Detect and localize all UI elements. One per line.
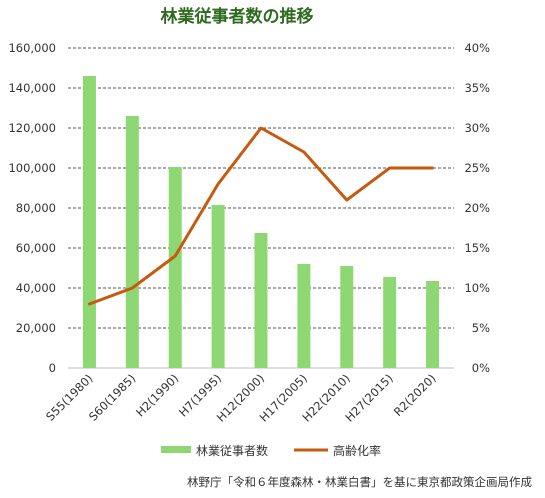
y-tick-left: 0: [49, 361, 56, 375]
bar: [383, 277, 397, 368]
y-tick-right: 35%: [464, 81, 490, 95]
y-tick-left: 80,000: [16, 201, 56, 215]
x-axis: S55(1980)S60(1985)H2(1990)H7(1995)H12(20…: [43, 371, 439, 424]
y-tick-right: 0%: [472, 361, 490, 375]
y-tick-left: 140,000: [8, 81, 56, 95]
legend-swatch-bar: [161, 446, 191, 453]
source-note: 林野庁「令和６年度森林・林業白書」を基に東京都政策企画局作成: [187, 475, 532, 489]
bar: [168, 167, 182, 368]
y-tick-right: 15%: [464, 241, 490, 255]
y-tick-left: 40,000: [16, 281, 56, 295]
y-tick-left: 160,000: [8, 41, 56, 55]
y-tick-right: 25%: [464, 161, 490, 175]
bar: [254, 233, 268, 368]
y-tick-left: 60,000: [16, 241, 56, 255]
bar: [426, 281, 440, 368]
line-series: [87, 126, 435, 306]
y-tick-left: 100,000: [8, 161, 56, 175]
y-tick-right: 20%: [464, 201, 490, 215]
x-tick: S60(1985): [86, 371, 138, 423]
legend: 林業従事者数 高齢化率: [161, 443, 381, 458]
y-tick-right: 40%: [464, 41, 490, 55]
bar: [297, 264, 311, 368]
y-tick-right: 5%: [472, 321, 490, 335]
x-tick: R2(2020): [391, 371, 439, 419]
legend-label-bar: 林業従事者数: [196, 443, 268, 458]
bar: [340, 266, 354, 368]
chart-title: 林業従事者数の推移: [161, 6, 314, 27]
x-tick: H2(1990): [133, 371, 181, 419]
bar: [125, 116, 139, 368]
left-axis: 0 20,000 40,000 60,000 80,000 100,000 120,000 1…: [8, 41, 56, 375]
y-tick-right: 10%: [464, 281, 490, 295]
bar: [82, 76, 96, 368]
bar-series: [82, 76, 440, 368]
y-tick-right: 30%: [464, 121, 490, 135]
bar: [211, 205, 225, 368]
y-tick-left: 120,000: [8, 121, 56, 135]
right-axis: 0% 5% 10% 15% 20% 25% 30% 35% 40%: [464, 41, 490, 375]
legend-label-line: 高齢化率: [333, 443, 381, 458]
y-tick-left: 20,000: [16, 321, 56, 335]
